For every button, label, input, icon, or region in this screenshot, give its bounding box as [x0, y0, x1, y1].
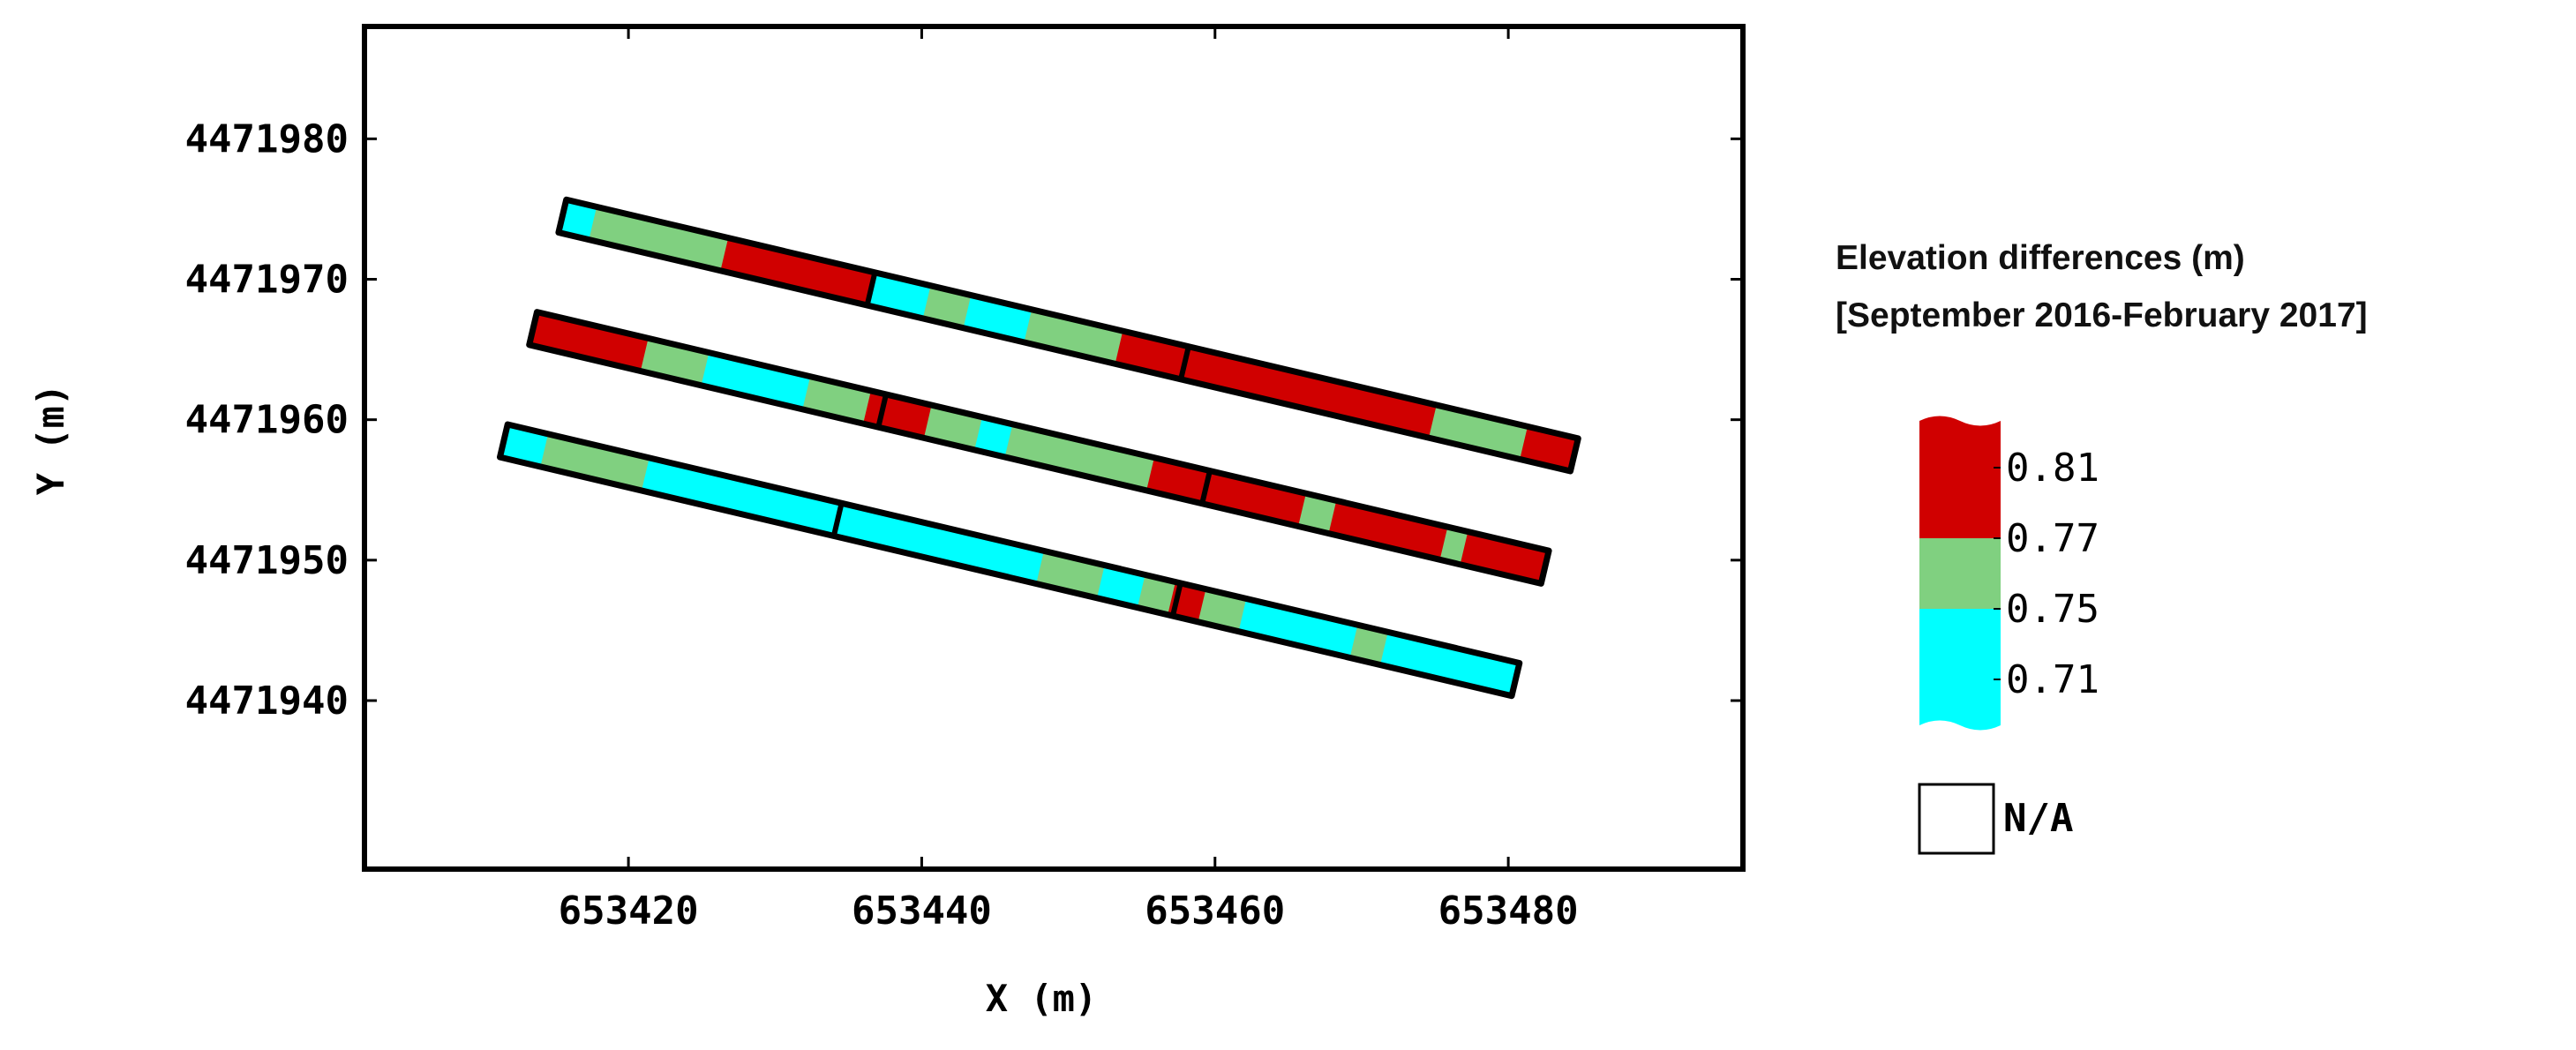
legend-swatch-above-0-81 [1919, 416, 2001, 538]
legend-swatch-0-75-0-77 [1919, 538, 2001, 609]
legend-na-swatch [1918, 783, 1995, 855]
x-tick-label: 653480 [1438, 889, 1579, 934]
y-tick-label: 4471980 [185, 116, 349, 161]
legend-title-line-2: [September 2016-February 2017] [1836, 296, 2368, 334]
legend-label-0-81: 0.81 [2006, 446, 2099, 491]
strip-segment-cyan [1380, 632, 1522, 697]
strip-segment-green [1004, 424, 1157, 491]
strip-section-break [875, 392, 890, 430]
strip-segment-green [922, 285, 973, 329]
strip-1 [555, 196, 1581, 475]
strip-2 [526, 309, 1552, 587]
strip-segment-red [1165, 342, 1439, 439]
legend-label-0-75: 0.75 [2006, 587, 2099, 632]
strip-segment-cyan [1097, 565, 1147, 609]
y-tick-label: 4471940 [185, 679, 349, 724]
strip-section-break [830, 500, 845, 538]
legend-swatch-0-77-0-81 [1919, 536, 2001, 538]
strip-outline [555, 196, 1581, 475]
strip-segment-red [529, 311, 650, 372]
legend: Elevation differences (m) [September 201… [1836, 239, 2368, 855]
x-tick-label: 653460 [1145, 889, 1285, 934]
strip-segment-green [1198, 589, 1249, 633]
x-axis-title: X (m) [986, 977, 1097, 1020]
x-tick-label: 653440 [852, 889, 992, 934]
y-axis-title: Y (m) [29, 384, 72, 495]
strip-segment-cyan [558, 199, 599, 241]
y-tick-label: 4471970 [185, 258, 349, 303]
strip-segment-green [1298, 493, 1339, 535]
strip-segment-red [720, 237, 877, 306]
strips-layer [497, 196, 1581, 700]
strip-segment-green [1024, 309, 1125, 364]
legend-na-label: N/A [2003, 796, 2073, 841]
strip-segment-green [1137, 574, 1178, 616]
axis-ticks [364, 26, 1743, 869]
y-tick-label: 4471950 [185, 538, 349, 583]
strip-segment-cyan [642, 457, 1047, 585]
strip-segment-red [1460, 531, 1551, 584]
x-tick-label: 653420 [559, 889, 699, 934]
strip-segment-red [1197, 469, 1309, 527]
strip-section-break [864, 270, 878, 308]
y-tick-label: 4471960 [185, 398, 349, 443]
strip-3 [497, 421, 1523, 700]
legend-color-bar [1919, 416, 2001, 731]
strip-section-break [1177, 344, 1192, 382]
legend-label-0-71: 0.71 [2006, 657, 2099, 702]
strip-segment-cyan [974, 416, 1015, 458]
strip-segment-cyan [1238, 598, 1360, 658]
strip-segment-cyan [499, 424, 551, 468]
strip-segment-green [1429, 405, 1530, 461]
strip-segment-red [1328, 500, 1450, 560]
strip-segment-green [589, 206, 731, 272]
legend-swatch-below-0-71 [1919, 609, 2001, 731]
strip-section-break [1198, 469, 1213, 506]
legend-label-0-77: 0.77 [2006, 516, 2099, 561]
legend-title-line-1: Elevation differences (m) [1836, 239, 2245, 277]
strip-segment-cyan [701, 352, 813, 410]
x-axis-tick-labels: 653420 653440 653460 653480 [559, 889, 1579, 934]
strip-section-break [1169, 581, 1184, 619]
y-axis-tick-labels: 4471980 4471970 4471960 4471950 4471940 [185, 116, 349, 724]
strip-segment-green [1349, 625, 1391, 666]
strip-segment-green [540, 433, 652, 491]
